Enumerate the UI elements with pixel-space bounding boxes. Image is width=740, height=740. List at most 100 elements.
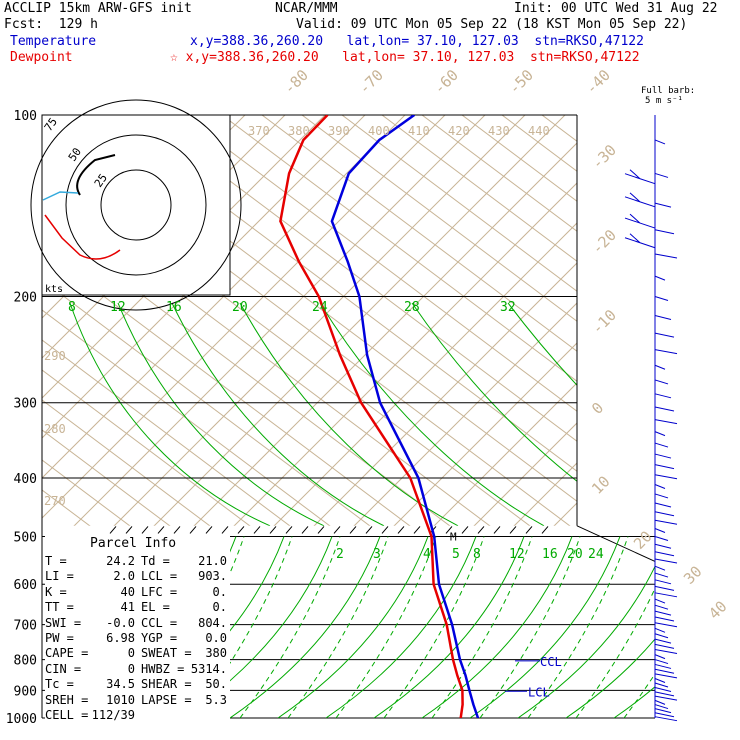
hodograph: 25 50 75 kts [30,99,242,311]
mixing-ratio-dashed [479,536,581,719]
moist-adiabat [230,536,333,682]
sounding-profiles [279,115,480,718]
wind-barb [654,622,678,628]
ccl-label: CCL [540,655,562,669]
parcel-row: LI = 2.0 LCL = 903. [45,569,230,584]
hodograph-trace-mid [76,154,116,196]
theta-label: 370 [248,124,270,138]
hatch-mark [173,526,181,534]
wind-barb [654,464,675,470]
theta-label: 420 [448,124,470,138]
temperature-label: Temperature [10,34,97,49]
wind-barb [654,579,672,585]
wind-barb [654,474,678,480]
lcl-label: LCL [528,685,550,699]
hatch-mark [109,526,117,534]
theta-label: 390 [328,124,350,138]
parcel-key: LAPSE = [141,692,192,707]
mixing-ratio-curve [319,302,545,526]
moist-adiabat [613,686,655,719]
temperature-location: x,y=388.36,260.20 lat,lon= 37.10, 127.03… [190,34,644,49]
moist-adiabat [277,536,429,719]
parcel-key: K = [45,584,67,599]
mixing-ratio-curve [171,302,385,526]
wind-barb [654,296,669,301]
wind-barb-upper [624,192,656,208]
parcel-row: TT = 41 EL = 0. [45,600,230,615]
mixing-ratio-label: 24 [312,300,328,315]
wind-barb [654,493,669,499]
parcel-info-rows: T = 24.2 Td = 21.0 LI = 2.0 LCL = 903. K = 40 LFC … [45,554,230,723]
wind-barb [654,673,678,679]
moist-adiabat [421,536,573,719]
theta-label: 440 [528,124,550,138]
hatch-mark [141,526,149,534]
wind-barb [654,558,678,564]
mixing-ratio-label-lower: 16 [542,547,558,562]
isotherm [42,189,491,526]
hodograph-ring [100,169,172,241]
parcel-value: 0.0 [205,630,227,645]
wind-barb [654,543,672,549]
hatch-mark [285,526,293,534]
dry-adiabat [193,142,577,526]
pressure-label: 100 [14,109,37,124]
wind-barb [654,649,678,655]
parcel-value: 0. [212,584,227,599]
parcel-value: 34.5 [106,677,135,692]
wind-barb [654,393,672,399]
parcel-key: TT = [45,600,74,615]
mixing-ratio-label: 8 [68,300,76,315]
wind-barb [654,528,666,533]
wind-barb [654,419,678,425]
hatch-mark [333,526,341,534]
temperature-tick-label: -60 [430,66,462,98]
wind-barb [654,643,675,649]
wind-barb [654,253,678,259]
wind-barbs [624,115,678,722]
mixing-ratio-curve [411,302,577,482]
mixing-ratio-curve [507,302,577,386]
parcel-key: LI = [45,569,74,584]
parcel-value: 5.3 [205,692,227,707]
isotherm [141,115,577,442]
wind-barb [654,704,669,710]
isotherm [42,309,331,526]
pressure-label: 900 [14,684,37,699]
wind-barb [654,716,678,722]
hatch-mark [253,526,261,534]
wind-barb [654,695,678,701]
moist-adiabat [230,536,381,719]
wind-barb [654,519,678,525]
dry-adiabat [473,422,577,526]
temperature-tick-label: 40 [705,597,731,623]
parcel-value: 903. [198,569,227,584]
moist-adiabat [565,638,655,719]
parcel-key: CCL = [141,615,178,630]
theta-label: 410 [408,124,430,138]
wind-barb [654,668,675,674]
temperature-tick-label: -10 [588,306,620,338]
parcel-value: 0 [127,661,135,676]
wind-barb [654,592,678,598]
forecast-hour: Fcst: 129 h [4,17,98,32]
wind-barb [654,202,672,208]
hatch-mark [541,526,549,534]
organization: NCAR/MMM [275,1,338,16]
wind-barb [654,610,672,616]
dry-adiabat [153,115,566,526]
parcel-row: T = 24.2 Td = 21.0 [45,554,230,569]
wind-barb [654,686,672,692]
parcel-value: 112/39 [91,707,135,722]
dry-adiabat [393,342,577,526]
dry-adiabat [42,115,446,519]
parcel-key: SWEAT = [141,646,192,661]
wind-barb [654,616,675,622]
parcel-row: SWI = -0.0 CCL = 804. [45,616,230,631]
wind-barb-upper [624,233,656,249]
mixing-ratio-dashed [431,536,533,719]
isotherm [341,115,577,292]
parcel-value: 2.0 [113,569,135,584]
m-marker: M [450,530,457,543]
mixing-ratio-dashed [527,536,629,719]
